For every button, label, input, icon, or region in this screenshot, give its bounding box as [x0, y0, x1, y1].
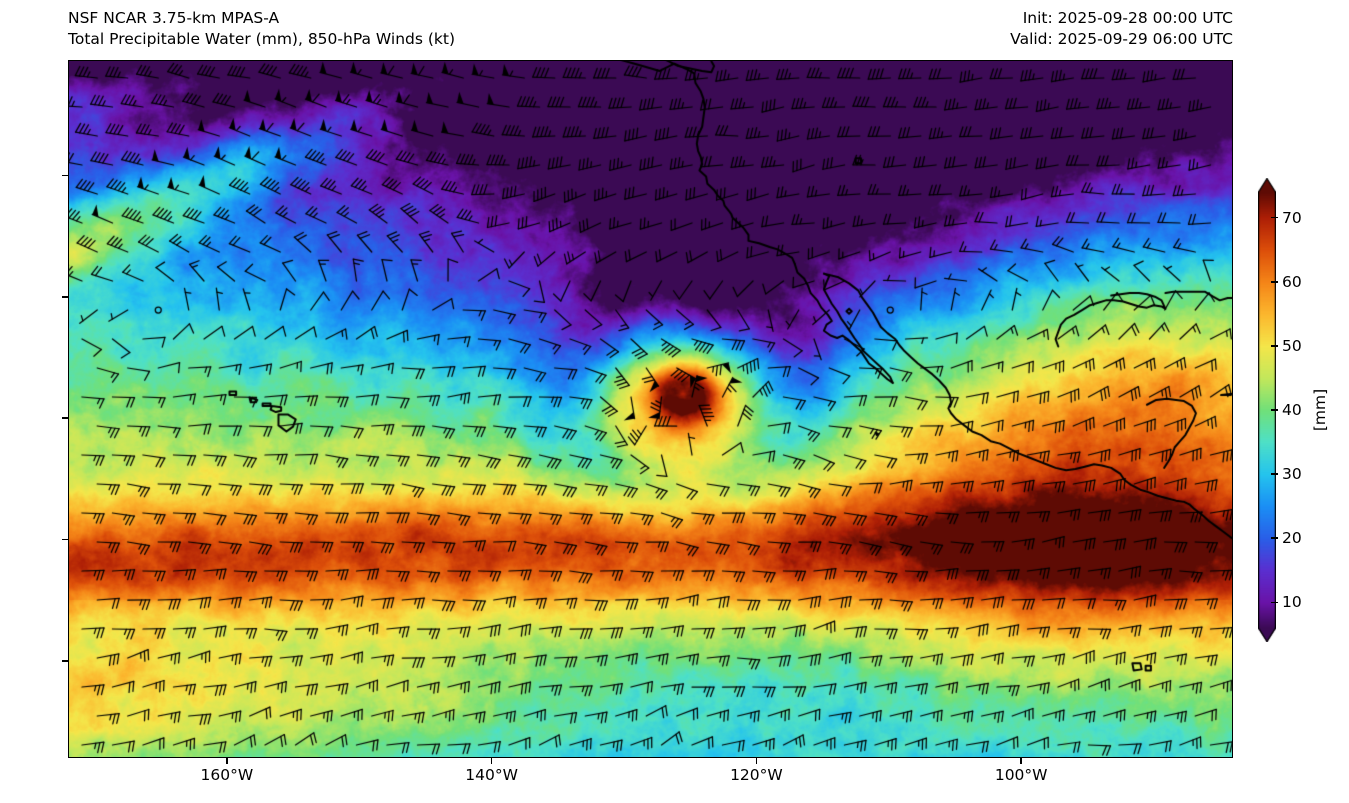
colorbar-tick-label: 20 [1282, 529, 1302, 548]
colorbar-tick-label: 10 [1282, 593, 1302, 612]
colorbar-unit-label: [mm] [1311, 388, 1329, 432]
latitude-tick-mark [62, 538, 68, 541]
colorbar[interactable] [1258, 178, 1276, 642]
colorbar-tick-label: 60 [1282, 272, 1302, 291]
latitude-tick-mark [62, 417, 68, 419]
colorbar-tick-mark [1271, 537, 1278, 540]
model-title-block: NSF NCAR 3.75-km MPAS-A Total Precipitabl… [68, 8, 455, 50]
latitude-tick-mark [62, 295, 68, 298]
valid-time: Valid: 2025-09-29 06:00 UTC [1010, 30, 1233, 48]
colorbar-tick-label: 30 [1282, 465, 1302, 484]
latitude-tick-mark [62, 660, 68, 662]
colorbar-tick-mark [1271, 409, 1278, 411]
longitude-tick-mark [226, 758, 228, 764]
longitude-tick-mark [490, 758, 493, 764]
colorbar-tick-mark [1271, 473, 1278, 475]
colorbar-tick-mark [1271, 345, 1278, 347]
figure-header: NSF NCAR 3.75-km MPAS-A Total Precipitabl… [0, 0, 1349, 56]
longitude-tick-mark [1020, 758, 1022, 764]
longitude-tick-label: 100°W [994, 766, 1048, 784]
tpw-field-canvas [68, 60, 1233, 758]
colorbar-tick-label: 70 [1282, 208, 1302, 227]
longitude-tick-label: 160°W [200, 766, 254, 784]
forecast-time-block: Init: 2025-09-28 00:00 UTC Valid: 2025-09… [1010, 8, 1233, 50]
longitude-tick-mark [755, 758, 758, 764]
longitude-tick-label: 140°W [465, 766, 518, 784]
latitude-tick-mark [62, 174, 68, 177]
colorbar-tick-mark [1271, 216, 1278, 219]
model-name: NSF NCAR 3.75-km MPAS-A [68, 9, 280, 27]
colorbar-tick-label: 50 [1282, 336, 1302, 355]
colorbar-gradient [1258, 178, 1276, 642]
colorbar-tick-label: 40 [1282, 401, 1302, 419]
colorbar-tick-mark [1271, 601, 1278, 604]
init-time: Init: 2025-09-28 00:00 UTC [1022, 9, 1233, 27]
colorbar-tick-mark [1271, 280, 1278, 283]
field-description: Total Precipitable Water (mm), 850-hPa W… [68, 30, 456, 48]
longitude-tick-label: 120°W [730, 766, 783, 784]
